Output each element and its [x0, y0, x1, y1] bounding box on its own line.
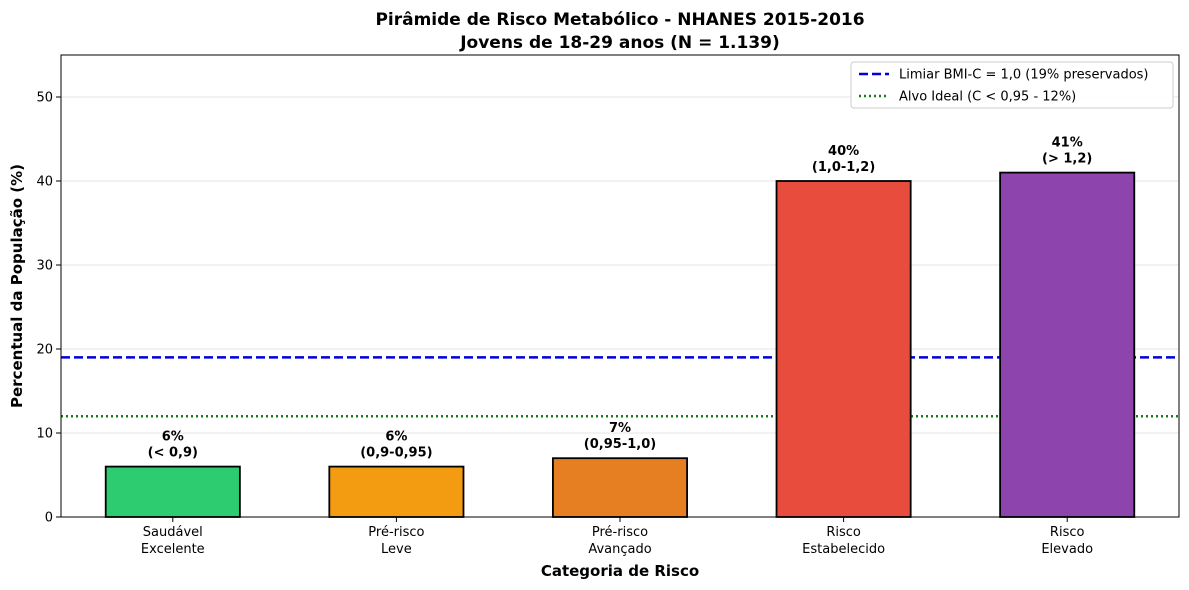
data-label-range: (0,9-0,95) — [360, 446, 432, 461]
bar — [552, 457, 688, 518]
bar — [104, 465, 241, 518]
bar-labels: 6%(< 0,9)6%(0,9-0,95)7%(0,95-1,0)40%(1,0… — [148, 136, 1093, 461]
x-tick-label: Elevado — [1041, 542, 1093, 557]
y-tick-label: 50 — [36, 91, 53, 106]
x-tick-label: Estabelecido — [802, 542, 885, 557]
y-tick-label: 10 — [36, 427, 53, 442]
data-label-percent: 41% — [1052, 136, 1083, 151]
x-tick-label: Risco — [1050, 525, 1085, 540]
y-tick-label: 30 — [36, 259, 53, 274]
data-label-range: (< 0,9) — [148, 446, 198, 461]
data-label-range: (0,95-1,0) — [584, 437, 656, 452]
data-label-percent: 40% — [828, 144, 859, 159]
y-tick-label: 0 — [45, 511, 53, 526]
data-label-percent: 7% — [609, 421, 631, 436]
bar — [999, 171, 1136, 518]
data-label-percent: 6% — [385, 430, 407, 445]
x-tick-label: Pré-risco — [592, 525, 648, 540]
legend-entry: Limiar BMI-C = 1,0 (19% preservados) — [899, 68, 1149, 83]
x-tick-label: Excelente — [141, 542, 205, 557]
bars — [104, 171, 1136, 518]
x-axis-label: Categoria de Risco — [541, 562, 699, 580]
data-label-range: (1,0-1,2) — [812, 160, 875, 175]
y-tick-label: 20 — [36, 343, 53, 358]
bar — [328, 465, 465, 518]
legend-entry: Alvo Ideal (C < 0,95 - 12%) — [899, 90, 1076, 105]
chart-title: Pirâmide de Risco Metabólico - NHANES 20… — [375, 10, 864, 30]
legend-box — [850, 61, 1174, 109]
chart-subtitle: Jovens de 18-29 anos (N = 1.139) — [459, 33, 780, 53]
x-tick-label: Saudável — [143, 525, 203, 540]
x-tick-label: Leve — [381, 542, 412, 557]
y-tick-label: 40 — [36, 175, 53, 190]
y-axis-label: Percentual da População (%) — [8, 164, 26, 408]
x-tick-label: Avançado — [588, 542, 651, 557]
reference-lines — [61, 356, 1179, 418]
legend: Limiar BMI-C = 1,0 (19% preservados) Alvo… — [850, 61, 1174, 109]
bar — [775, 180, 912, 518]
y-axis: 0 10 20 30 40 50 — [36, 91, 61, 526]
data-label-range: (> 1,2) — [1042, 152, 1092, 167]
x-tick-label: Risco — [826, 525, 861, 540]
data-label-percent: 6% — [162, 430, 184, 445]
x-tick-label: Pré-risco — [368, 525, 424, 540]
x-axis: Saudável Excelente Pré-risco Leve Pré-risco A… — [141, 517, 1093, 557]
plot-frame — [60, 54, 1180, 518]
